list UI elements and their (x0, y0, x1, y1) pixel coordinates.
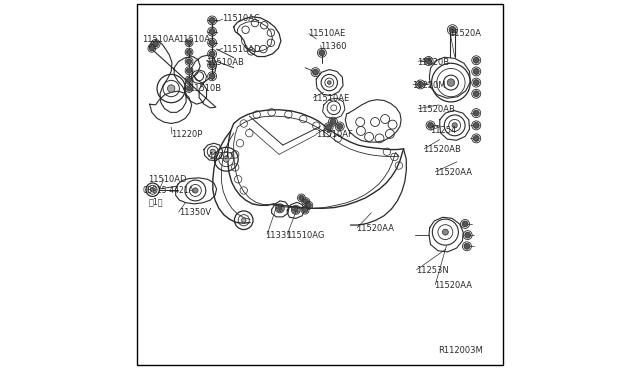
Circle shape (209, 29, 215, 35)
Circle shape (241, 218, 246, 222)
Circle shape (278, 206, 282, 211)
Circle shape (209, 40, 215, 46)
Text: 11232: 11232 (209, 153, 235, 161)
Text: 11510AD: 11510AD (148, 175, 187, 184)
FancyBboxPatch shape (137, 4, 503, 365)
Text: 11520AB: 11520AB (424, 145, 461, 154)
Text: 11220M: 11220M (412, 81, 445, 90)
Text: 11220P: 11220P (172, 130, 203, 139)
Circle shape (186, 86, 191, 91)
Text: 0B915-4421A: 0B915-4421A (142, 186, 194, 195)
Circle shape (462, 221, 468, 227)
Text: 11510AD: 11510AD (223, 45, 261, 54)
Text: 11510B: 11510B (189, 84, 221, 93)
Circle shape (330, 119, 336, 125)
Circle shape (473, 57, 479, 63)
Circle shape (452, 123, 457, 128)
Circle shape (426, 58, 431, 64)
Circle shape (465, 232, 470, 238)
Circle shape (186, 49, 191, 55)
Circle shape (312, 69, 319, 75)
Circle shape (473, 91, 479, 97)
Circle shape (150, 187, 155, 192)
Circle shape (299, 195, 304, 201)
Text: 11520B: 11520B (417, 58, 449, 67)
Text: 11520AB: 11520AB (417, 105, 455, 114)
Circle shape (428, 122, 433, 128)
Text: 11350V: 11350V (179, 208, 211, 217)
Text: 11360: 11360 (320, 42, 346, 51)
Circle shape (473, 122, 479, 128)
Text: 11520AA: 11520AA (356, 224, 394, 233)
Text: 11510AB: 11510AB (206, 58, 244, 67)
Text: 11510AE: 11510AE (312, 94, 350, 103)
Text: 11253N: 11253N (416, 266, 449, 275)
Text: R112003M: R112003M (438, 346, 483, 355)
Circle shape (303, 208, 308, 213)
Circle shape (209, 73, 215, 79)
Circle shape (464, 243, 470, 249)
Circle shape (186, 77, 191, 83)
Circle shape (209, 17, 215, 23)
Circle shape (417, 81, 424, 87)
Circle shape (186, 59, 191, 64)
Circle shape (442, 229, 449, 235)
Circle shape (294, 208, 298, 212)
Circle shape (193, 188, 198, 193)
Circle shape (306, 203, 312, 208)
Circle shape (473, 110, 479, 116)
Text: 11510AG: 11510AG (287, 231, 325, 240)
Circle shape (326, 124, 332, 130)
Circle shape (447, 79, 454, 86)
Circle shape (223, 156, 229, 162)
Circle shape (449, 26, 456, 33)
Text: 11510AE: 11510AE (308, 29, 346, 38)
Circle shape (209, 62, 215, 68)
Text: 11510A: 11510A (178, 35, 210, 44)
Circle shape (211, 149, 216, 154)
Circle shape (337, 124, 342, 129)
Circle shape (328, 81, 331, 84)
Circle shape (149, 46, 154, 51)
Text: 11331: 11331 (265, 231, 291, 240)
Text: 11510AA: 11510AA (142, 35, 180, 44)
Circle shape (186, 40, 191, 45)
Text: 11254: 11254 (429, 126, 456, 135)
Text: 11510AC: 11510AC (223, 14, 260, 23)
Text: 11520AA: 11520AA (435, 169, 472, 177)
Text: （1）: （1） (148, 197, 163, 206)
Text: 11520A: 11520A (449, 29, 481, 38)
Circle shape (168, 85, 175, 92)
Text: 11520AA: 11520AA (435, 281, 472, 290)
Circle shape (209, 51, 215, 57)
Circle shape (303, 199, 308, 204)
Circle shape (152, 41, 159, 47)
Circle shape (473, 68, 479, 74)
Circle shape (319, 50, 325, 56)
Circle shape (473, 135, 479, 141)
Text: 11510AF: 11510AF (316, 130, 353, 139)
Circle shape (186, 68, 191, 73)
Circle shape (473, 80, 479, 86)
